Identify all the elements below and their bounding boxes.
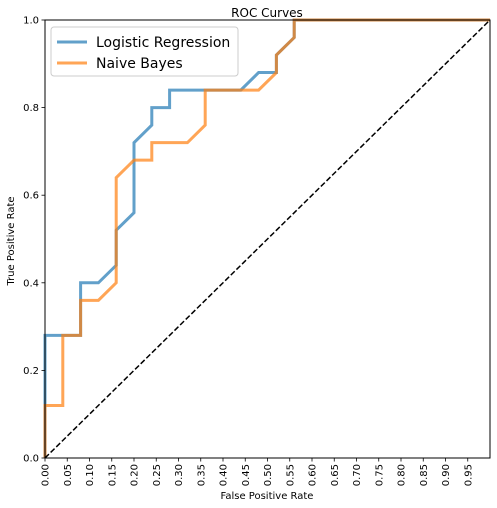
x-tick-label: 0.05 xyxy=(63,464,74,486)
x-tick-label: 0.75 xyxy=(374,464,385,486)
y-axis: 0.0 0.2 0.4 0.6 0.8 1.0 xyxy=(23,16,45,465)
legend-box xyxy=(50,26,239,77)
legend-label: Logistic Regression xyxy=(96,35,230,51)
x-axis: 0.00 0.05 0.10 0.15 0.20 0.25 0.30 0.35 0.40 0.45… xyxy=(41,458,474,486)
x-tick-label: 0.35 xyxy=(196,464,207,486)
x-tick-label: 0.90 xyxy=(441,464,452,486)
x-tick-label: 0.95 xyxy=(463,464,474,486)
x-tick-label: 0.50 xyxy=(263,464,274,486)
y-tick-label: 0.8 xyxy=(23,103,39,114)
x-tick-label: 0.20 xyxy=(130,464,141,486)
x-tick-label: 0.15 xyxy=(107,464,118,486)
y-tick-label: 0.4 xyxy=(23,278,39,289)
y-tick-label: 0.0 xyxy=(23,454,39,465)
plot-area xyxy=(43,18,491,459)
x-tick-label: 0.80 xyxy=(397,464,408,486)
legend-label: Naive Bayes xyxy=(96,56,183,72)
x-tick-label: 0.70 xyxy=(352,464,363,486)
y-tick-label: 0.2 xyxy=(23,366,39,377)
chart-title: ROC Curves xyxy=(231,6,303,20)
x-tick-label: 0.00 xyxy=(41,464,52,486)
x-tick-label: 0.25 xyxy=(152,464,163,486)
y-tick-label: 1.0 xyxy=(23,16,39,27)
x-tick-label: 0.40 xyxy=(219,464,230,486)
y-tick-label: 0.6 xyxy=(23,191,39,202)
x-tick-label: 0.65 xyxy=(330,464,341,486)
x-tick-label: 0.55 xyxy=(285,464,296,486)
x-tick-label: 0.30 xyxy=(174,464,185,486)
legend: Logistic Regression Naive Bayes xyxy=(50,26,239,77)
x-axis-label: False Positive Rate xyxy=(221,491,314,502)
y-axis-label: True Positive Rate xyxy=(6,196,17,286)
series-line-2 xyxy=(43,18,490,458)
chance-diagonal-line xyxy=(44,19,491,459)
x-tick-label: 0.85 xyxy=(419,464,430,486)
x-tick-label: 0.45 xyxy=(241,464,252,486)
x-tick-label: 0.60 xyxy=(308,464,319,486)
x-tick-label: 0.10 xyxy=(85,464,96,486)
